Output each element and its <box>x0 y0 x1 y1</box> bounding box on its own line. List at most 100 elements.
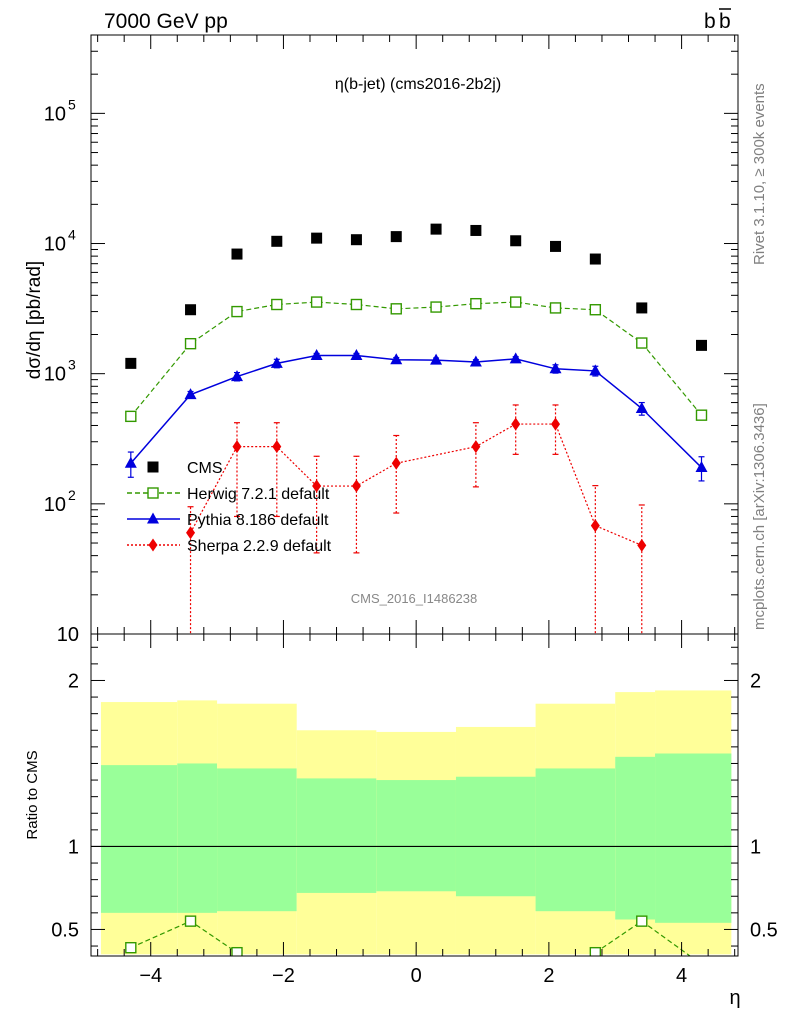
legend-cms-label: CMS <box>187 460 223 477</box>
pythia-point <box>469 355 482 367</box>
sherpa-point <box>511 417 521 431</box>
legend-sherpa-marker <box>148 538 158 552</box>
sherpa-point <box>551 417 561 431</box>
legend-herwig-marker <box>147 487 159 499</box>
cms-point <box>231 248 243 260</box>
herwig-point <box>589 304 602 316</box>
main-y-axis-label: dσ/dη [pb/rad] <box>24 261 45 379</box>
sherpa-point <box>471 440 481 454</box>
band-inner-segment <box>615 756 656 920</box>
cms-point <box>696 339 708 351</box>
legend-herwig-label: Herwig 7.2.1 default <box>187 486 330 503</box>
ratio-herwig-point <box>125 942 137 954</box>
legend-pythia-marker <box>147 512 159 524</box>
process-label-bbar: b <box>719 10 731 33</box>
ratio-herwig-point <box>184 915 197 927</box>
y-tick-exponent: 4 <box>68 227 76 243</box>
ratio-y-tick-label-right: 0.5 <box>750 919 778 941</box>
legend-cms-marker <box>147 461 159 473</box>
band-inner-segment <box>455 776 536 897</box>
cms-point <box>589 253 601 265</box>
pythia-point <box>270 356 283 368</box>
y-tick-exponent: 3 <box>68 357 76 373</box>
pythia-point <box>549 362 562 374</box>
herwig-point <box>231 305 243 318</box>
ratio-y-tick-label: 0.5 <box>51 919 79 941</box>
sherpa-point <box>391 456 401 470</box>
sherpa-point <box>272 440 282 454</box>
legend-sherpa-label: Sherpa 2.2.9 default <box>187 538 332 555</box>
ratio-herwig-point <box>636 915 648 927</box>
x-tick-label: 0 <box>411 965 422 987</box>
y-tick-label: 10 <box>44 234 66 256</box>
x-tick-label: −2 <box>272 965 295 987</box>
pythia-point <box>589 364 602 376</box>
process-label: b b <box>704 8 731 33</box>
ratio-y-axis-label: Ratio to CMS <box>24 750 41 839</box>
band-inner-segment <box>217 768 297 912</box>
legend: CMS Herwig 7.2.1 default Pythia 8.186 defa… <box>127 460 332 555</box>
ratio-panel: 0.5 0.5 1 1 2 2 −4 −2 0 2 4 Ratio to CMS η <box>24 633 778 1009</box>
analysis-watermark: CMS_2016_I1486238 <box>351 591 478 606</box>
cms-point <box>125 357 137 369</box>
sherpa-point <box>637 538 647 552</box>
herwig-point <box>695 409 708 421</box>
cms-point <box>430 223 442 235</box>
pythia-point <box>124 456 137 468</box>
main-plot-title: η(b-jet) (cms2016-2b2j) <box>335 76 501 93</box>
band-inner-segment <box>100 765 178 913</box>
sherpa-line <box>190 423 643 546</box>
pythia-point <box>695 461 708 473</box>
ratio-y-tick-label-right: 2 <box>750 670 761 692</box>
y-tick-label: 10 <box>44 103 66 125</box>
cms-point <box>550 240 562 252</box>
pythia-point <box>390 353 403 365</box>
sherpa-point <box>312 479 322 493</box>
band-inner-segment <box>296 778 377 893</box>
pythia-point <box>310 348 323 360</box>
sherpa-point <box>186 526 196 540</box>
sherpa-point <box>232 440 242 454</box>
cms-point <box>510 235 522 247</box>
herwig-line <box>130 301 702 417</box>
cms-point <box>271 235 283 247</box>
cms-point <box>470 224 482 236</box>
pythia-point <box>230 370 243 382</box>
herwig-point <box>470 297 482 310</box>
herwig-point <box>636 337 648 349</box>
sherpa-point <box>590 519 600 533</box>
y-tick-label: 10 <box>57 624 79 646</box>
pythia-point <box>350 348 363 360</box>
process-label-b: b <box>704 10 716 33</box>
cms-point <box>350 234 362 246</box>
cms-point <box>311 232 323 244</box>
cms-point <box>390 231 402 243</box>
y-tick-label: 10 <box>44 494 66 516</box>
y-tick-label: 10 <box>44 364 66 386</box>
pythia-point <box>509 352 522 364</box>
x-tick-label: 4 <box>676 965 687 987</box>
pythia-point <box>184 388 197 400</box>
herwig-point <box>549 302 562 314</box>
ratio-y-tick-label: 1 <box>68 836 79 858</box>
ratio-herwig-point <box>589 946 602 956</box>
band-inner-segment <box>655 753 732 923</box>
header-energy-label: 7000 GeV pp <box>104 10 228 33</box>
herwig-point <box>184 337 197 350</box>
x-tick-label: −4 <box>139 965 162 987</box>
herwig-point <box>430 301 442 313</box>
x-axis-label: η <box>729 987 740 1009</box>
ratio-y-tick-label-right: 1 <box>750 836 761 858</box>
herwig-point <box>310 296 323 308</box>
band-inner-segment <box>535 768 616 912</box>
y-tick-exponent: 2 <box>68 487 76 503</box>
herwig-point <box>509 296 522 308</box>
y-tick-exponent: 5 <box>68 96 76 112</box>
herwig-point <box>350 298 363 311</box>
ratio-herwig-point <box>231 946 243 956</box>
cms-point <box>636 302 648 314</box>
sherpa-point <box>351 479 361 493</box>
rivet-version-label: Rivet 3.1.10, ≥ 300k events <box>751 83 768 265</box>
